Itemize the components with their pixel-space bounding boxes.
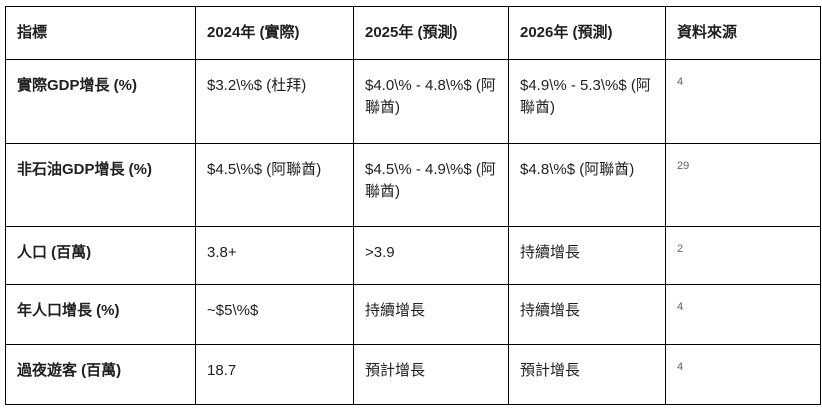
col-header-source: 資料來源 [665,6,821,60]
table-row-population: 人口 (百萬) 3.8+ >3.9 持續增長 2 [5,226,821,285]
cell-2024-value: 18.7 [195,344,354,405]
source-citation: 4 [677,361,684,373]
cell-source: 29 [665,143,821,227]
cell-source: 2 [665,226,821,285]
table-row-nonoil-gdp: 非石油GDP增長 (%) $4.5\%$ (阿聯酋) $4.5\% - 4.9\… [5,143,821,227]
cell-2026-value: 預計增長 [508,344,666,405]
cell-2026-value: 持續增長 [508,284,666,345]
col-header-2024: 2024年 (實際) [195,6,354,60]
col-header-indicator: 指標 [5,6,196,60]
table-row-population-growth: 年人口增長 (%) ~$5\%$ 持續增長 持續增長 4 [5,284,821,345]
cell-2024-value: ~$5\%$ [195,284,354,345]
cell-2024-value: 3.8+ [195,226,354,285]
cell-indicator: 實際GDP增長 (%) [5,59,196,144]
cell-2025-value: >3.9 [353,226,509,285]
table-row-real-gdp: 實際GDP增長 (%) $3.2\%$ (杜拜) $4.0\% - 4.8\%$… [5,59,821,144]
cell-2025-value: $4.0\% - 4.8\%$ (阿聯酋) [353,59,509,144]
cell-2024-value: $4.5\%$ (阿聯酋) [195,143,354,227]
col-header-2026: 2026年 (預測) [508,6,666,60]
cell-indicator: 非石油GDP增長 (%) [5,143,196,227]
cell-indicator: 年人口增長 (%) [5,284,196,345]
col-header-2025: 2025年 (預測) [353,6,509,60]
cell-2026-value: $4.9\% - 5.3\%$ (阿聯酋) [508,59,666,144]
cell-2025-value: $4.5\% - 4.9\%$ (阿聯酋) [353,143,509,227]
source-citation: 4 [677,76,684,88]
source-citation: 29 [677,160,690,172]
cell-2026-value: $4.8\%$ (阿聯酋) [508,143,666,227]
header-row: 指標 2024年 (實際) 2025年 (預測) 2026年 (預測) 資料來源 [5,6,821,60]
cell-2026-value: 持續增長 [508,226,666,285]
indicators-table: 指標 2024年 (實際) 2025年 (預測) 2026年 (預測) 資料來源… [5,6,821,405]
cell-source: 4 [665,59,821,144]
cell-source: 4 [665,344,821,405]
cell-2024-value: $3.2\%$ (杜拜) [195,59,354,144]
source-citation: 4 [677,301,684,313]
cell-indicator: 過夜遊客 (百萬) [5,344,196,405]
cell-2025-value: 持續增長 [353,284,509,345]
cell-2025-value: 預計增長 [353,344,509,405]
source-citation: 2 [677,243,684,255]
cell-source: 4 [665,284,821,345]
cell-indicator: 人口 (百萬) [5,226,196,285]
table-row-overnight-visitors: 過夜遊客 (百萬) 18.7 預計增長 預計增長 4 [5,344,821,405]
